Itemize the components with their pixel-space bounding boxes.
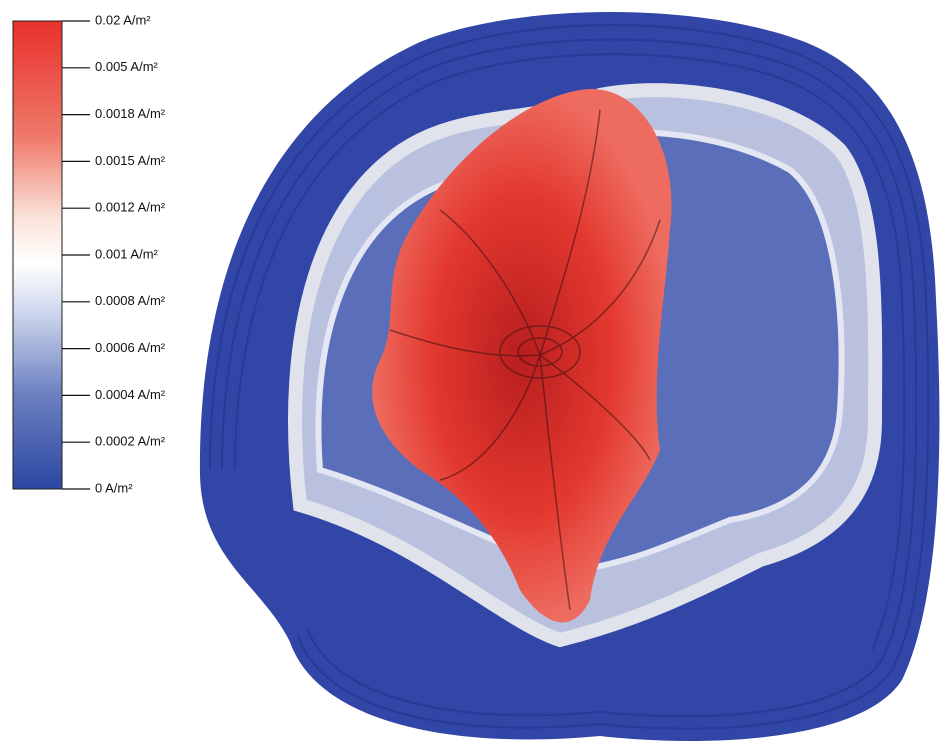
streamlines — [209, 24, 930, 730]
radial-streamlines — [389, 109, 661, 611]
colorbar-tick-label: 0.0018 A/m² — [95, 106, 166, 121]
colorbar-tick-label: 0.0015 A/m² — [95, 153, 166, 168]
colorbar-tick-label: 0.001 A/m² — [95, 246, 159, 261]
colorbar-gradient — [12, 20, 63, 490]
colorbar: 0.02 A/m² 0.005 A/m² 0.0018 A/m² 0.0015 A/m… — [12, 12, 166, 495]
colorbar-tick-label: 0.02 A/m² — [95, 12, 151, 27]
colorbar-tick-label: 0.0002 A/m² — [95, 434, 166, 449]
colorbar-tick-label: 0.0006 A/m² — [95, 340, 166, 355]
brain-visualization — [199, 12, 940, 742]
colorbar-tick-label: 0.0004 A/m² — [95, 387, 166, 402]
colorbar-ticks: 0.02 A/m² 0.005 A/m² 0.0018 A/m² 0.0015 A/m… — [62, 12, 166, 495]
colorbar-tick-label: 0 A/m² — [95, 480, 133, 495]
colorbar-tick-label: 0.0008 A/m² — [95, 293, 166, 308]
colorbar-tick-label: 0.0012 A/m² — [95, 200, 166, 215]
colorbar-tick-label: 0.005 A/m² — [95, 59, 159, 74]
